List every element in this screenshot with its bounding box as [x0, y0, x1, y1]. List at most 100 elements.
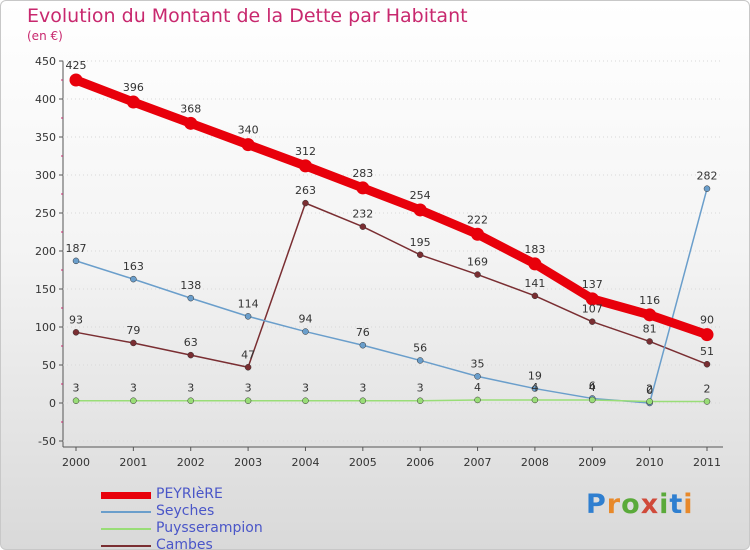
data-label: 195 — [410, 236, 431, 249]
data-label: 138 — [180, 279, 201, 292]
data-label: 368 — [180, 102, 201, 115]
data-label: 425 — [66, 59, 87, 72]
data-point — [474, 373, 481, 380]
data-label: 3 — [73, 382, 80, 395]
legend-label: Seyches — [156, 503, 215, 519]
data-point — [130, 397, 137, 404]
data-label: 3 — [417, 382, 424, 395]
data-point — [244, 397, 252, 404]
y-tick-label: 250 — [35, 207, 56, 220]
y-tick-label: 450 — [35, 55, 56, 68]
data-label: 0 — [646, 384, 653, 397]
data-label: 396 — [123, 81, 144, 94]
data-point — [646, 338, 653, 345]
data-point — [531, 396, 539, 404]
data-label: 282 — [697, 170, 718, 183]
data-point — [700, 328, 714, 342]
data-point — [356, 181, 370, 195]
data-label: 163 — [123, 260, 144, 273]
data-label: 283 — [352, 167, 373, 180]
data-point — [589, 396, 596, 404]
data-point — [302, 199, 309, 207]
data-point — [471, 227, 485, 241]
data-label: 169 — [467, 256, 488, 269]
x-tick-label: 2003 — [234, 456, 262, 469]
data-label: 263 — [295, 184, 316, 197]
data-point — [187, 294, 194, 302]
data-point — [474, 396, 481, 404]
y-tick-label: 100 — [35, 321, 56, 334]
legend-label: PEYRIèRE — [156, 486, 223, 502]
y-tick-label: -50 — [38, 435, 56, 448]
data-label: 47 — [241, 348, 255, 361]
legend-swatch-puysserampion — [101, 528, 151, 530]
data-point — [703, 398, 711, 405]
data-label: 63 — [184, 336, 198, 349]
data-point — [474, 271, 481, 278]
data-point — [187, 397, 194, 404]
data-label: 90 — [700, 314, 714, 327]
data-label: 35 — [471, 357, 485, 370]
data-label: 79 — [126, 324, 140, 337]
y-tick-label: 400 — [35, 93, 56, 106]
data-point — [244, 364, 252, 371]
data-point — [72, 257, 80, 265]
data-point — [416, 251, 424, 259]
data-point — [703, 185, 711, 192]
data-label: 141 — [524, 277, 545, 290]
data-point — [359, 397, 367, 404]
data-label: 187 — [66, 242, 87, 255]
x-tick-label: 2011 — [693, 456, 721, 469]
data-label: 56 — [413, 341, 427, 354]
y-tick-label: 150 — [35, 283, 56, 296]
x-tick-label: 2009 — [578, 456, 606, 469]
data-point — [359, 223, 367, 230]
data-label: 3 — [359, 382, 366, 395]
data-label: 3 — [187, 382, 194, 395]
data-point — [416, 397, 424, 404]
data-point — [589, 318, 596, 325]
data-label: 137 — [582, 278, 603, 291]
x-tick-label: 2002 — [177, 456, 205, 469]
data-label: 81 — [643, 322, 657, 335]
series-line-peyrière — [74, 75, 709, 339]
data-point — [244, 313, 252, 320]
data-point — [531, 292, 539, 300]
data-label: 3 — [245, 382, 252, 395]
series-line-cambes — [75, 202, 708, 369]
data-label: 2 — [704, 382, 711, 395]
data-point — [302, 397, 309, 404]
legend-label: Puysserampion — [156, 520, 263, 536]
data-label: 4 — [589, 381, 596, 394]
x-tick-label: 2007 — [464, 456, 492, 469]
data-label: 312 — [295, 145, 316, 158]
x-tick-label: 2010 — [636, 456, 664, 469]
data-label: 107 — [582, 303, 603, 316]
data-point — [72, 329, 80, 336]
data-label: 232 — [352, 208, 373, 221]
data-label: 340 — [238, 124, 259, 137]
x-tick-label: 2004 — [291, 456, 319, 469]
data-point — [416, 357, 424, 364]
data-point — [126, 95, 140, 109]
y-tick-label: 200 — [35, 245, 56, 258]
data-point — [298, 159, 312, 173]
y-tick-label: 50 — [42, 359, 56, 372]
y-tick-label: 350 — [35, 131, 56, 144]
data-point — [646, 398, 653, 405]
data-label: 222 — [467, 213, 488, 226]
data-point — [528, 257, 542, 271]
legend-label: Cambes — [156, 537, 213, 550]
data-point — [130, 339, 137, 347]
data-label: 19 — [528, 370, 542, 383]
data-point — [69, 73, 83, 87]
x-tick-label: 2008 — [521, 456, 549, 469]
data-label: 114 — [238, 297, 259, 310]
data-point — [302, 328, 309, 335]
data-label: 76 — [356, 326, 370, 339]
data-label: 254 — [410, 189, 431, 202]
chart-title: Evolution du Montant de la Dette par Hab… — [27, 5, 468, 27]
data-point — [703, 360, 711, 368]
legend-swatch-cambes — [101, 545, 151, 547]
